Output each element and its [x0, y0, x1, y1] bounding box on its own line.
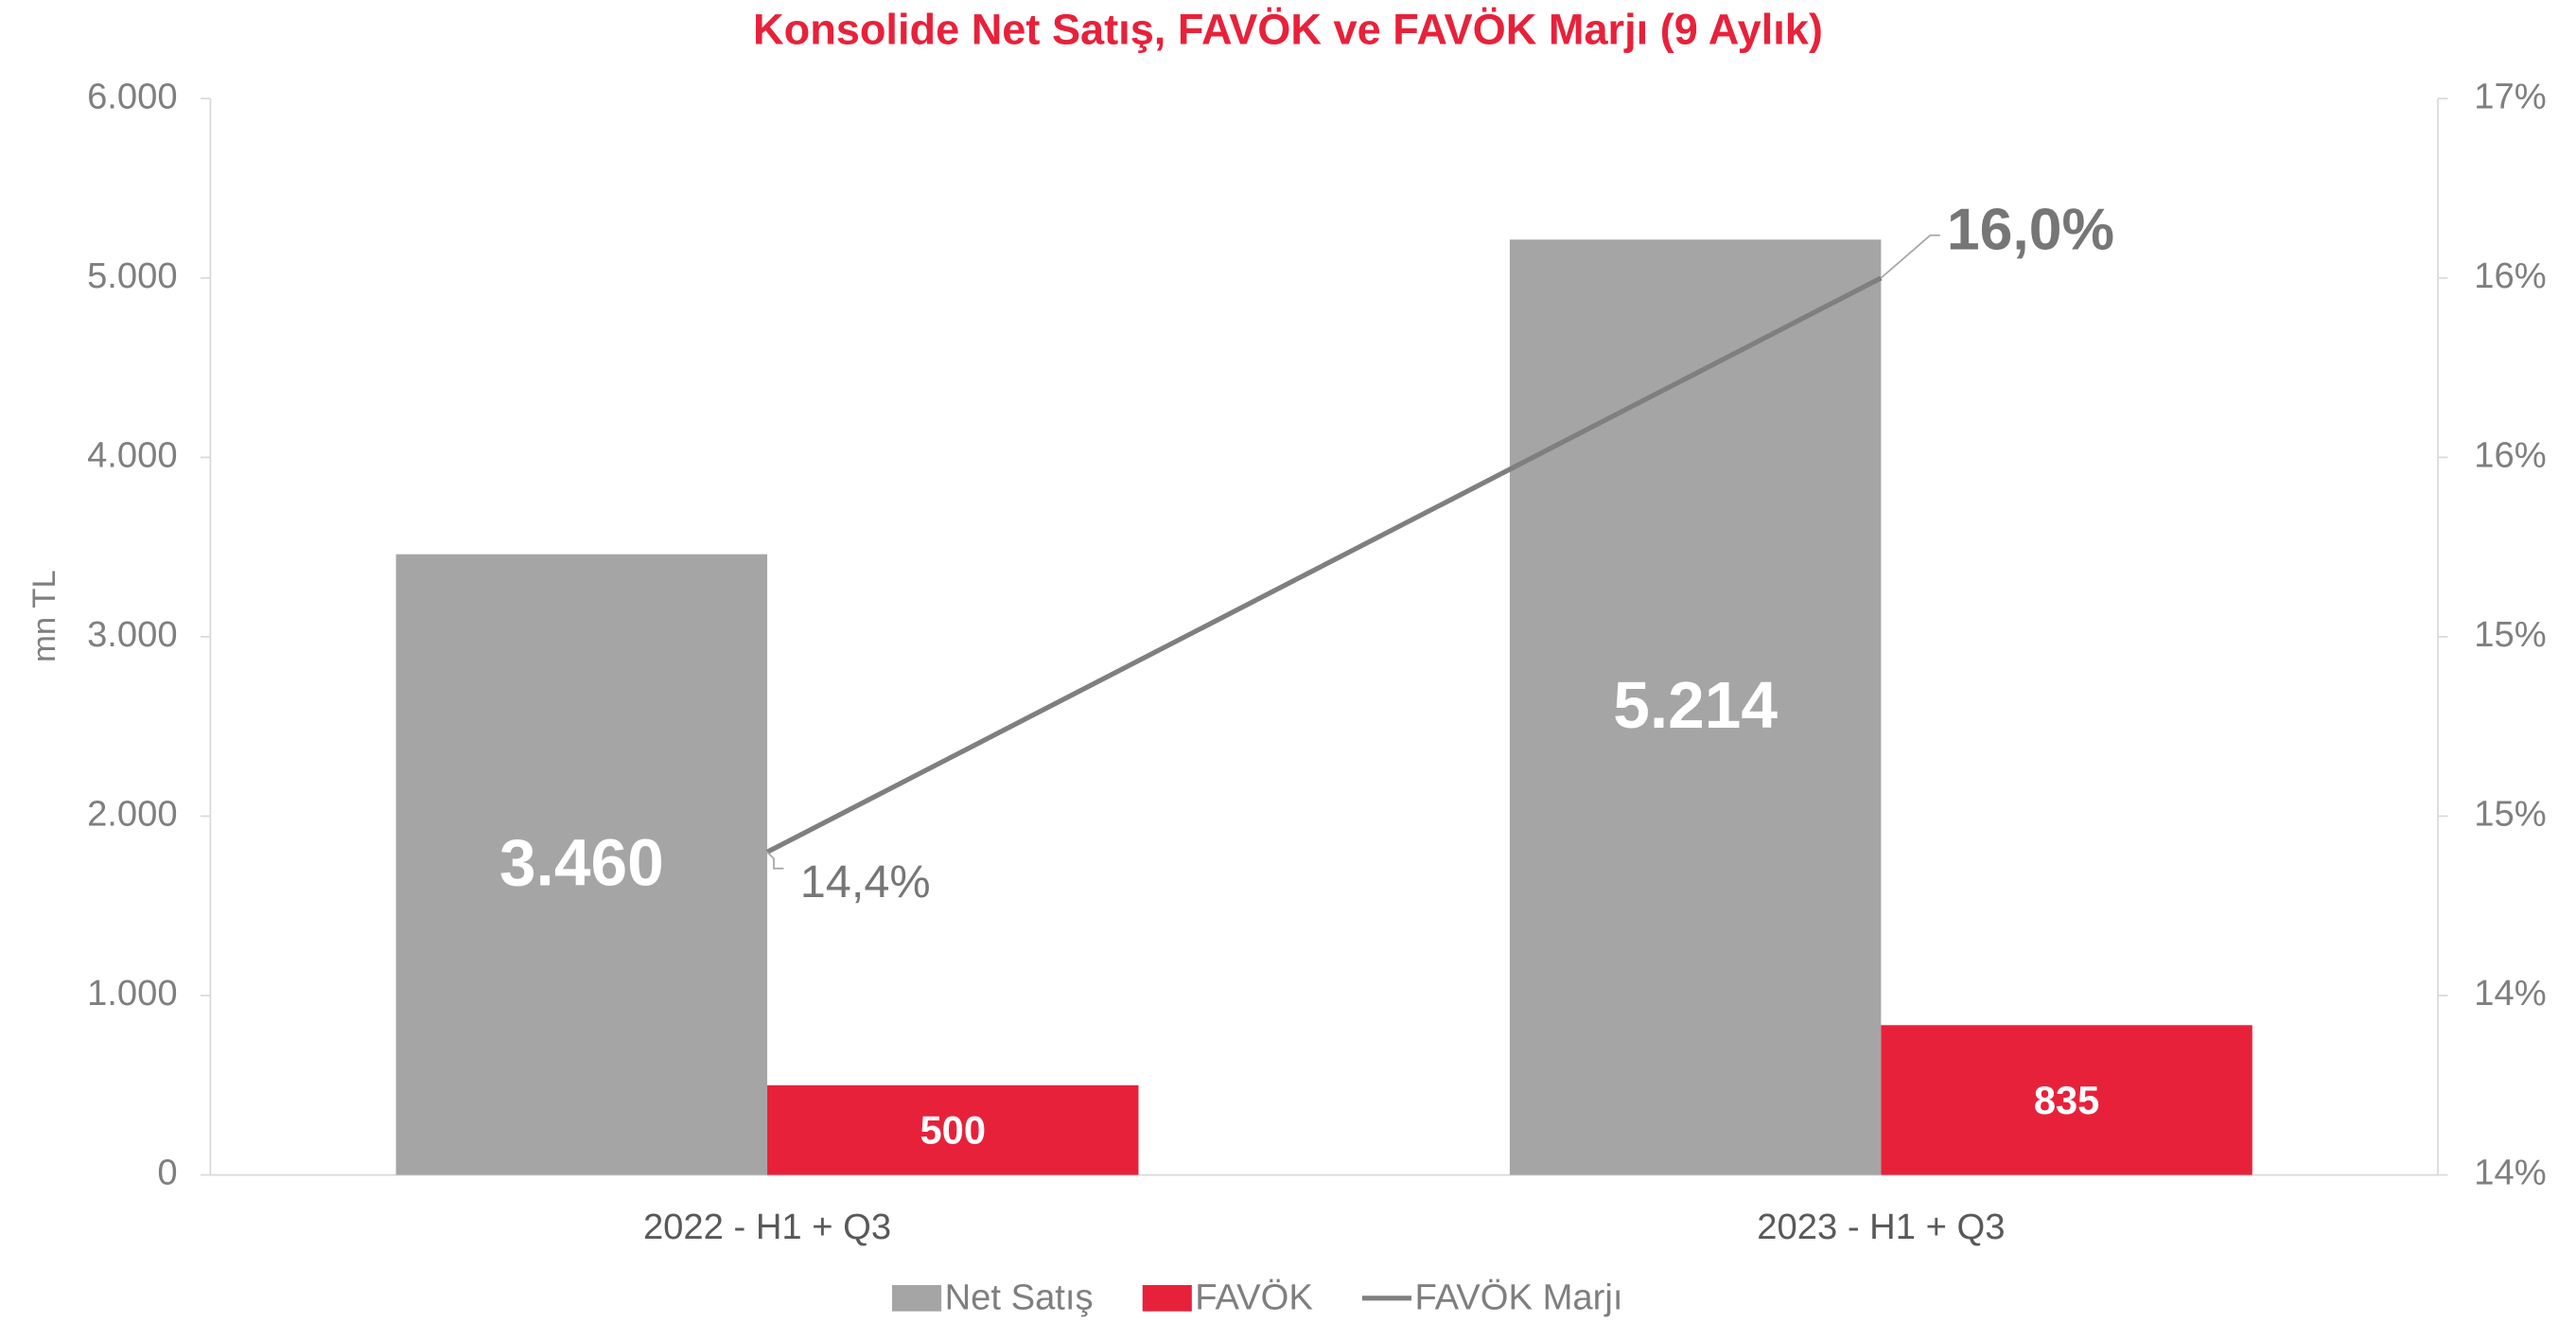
legend-label: FAVÖK: [1195, 1278, 1313, 1318]
legend-swatch: [892, 1284, 942, 1312]
leader-line: [766, 851, 784, 870]
bar-value-label: 835: [2034, 1078, 2100, 1122]
y-tick-label: 4.000: [87, 434, 178, 475]
legend-label: FAVÖK Marjı: [1414, 1278, 1622, 1318]
bar-value-label: 3.460: [499, 825, 664, 899]
legend-swatch: [1142, 1284, 1192, 1312]
bar-value-label: 5.214: [1613, 668, 1778, 742]
y-tick-label: 2.000: [87, 794, 178, 835]
x-tick-label: 2022 - H1 + Q3: [643, 1207, 891, 1247]
y-tick-label: 3.000: [87, 614, 178, 655]
legend-label: Net Satış: [945, 1278, 1094, 1318]
y-axis-label: mn TL: [26, 570, 62, 662]
x-tick-label: 2023 - H1 + Q3: [1757, 1207, 2005, 1247]
line-value-label: 16,0%: [1947, 196, 2114, 262]
y2-tick-label: 17%: [2474, 76, 2546, 116]
y2-tick-label: 16%: [2474, 256, 2546, 296]
y2-tick-label: 15%: [2474, 614, 2546, 655]
bar: [1881, 1025, 2252, 1175]
y2-tick-label: 14%: [2474, 973, 2546, 1014]
y2-tick-label: 15%: [2474, 794, 2546, 835]
y-tick-label: 1.000: [87, 973, 178, 1014]
y-tick-label: 0: [157, 1153, 177, 1193]
bar: [1509, 239, 1882, 1175]
y-tick-label: 6.000: [87, 76, 178, 116]
line-value-label: 14,4%: [800, 856, 931, 908]
bar: [395, 554, 768, 1175]
y-tick-label: 5.000: [87, 256, 178, 296]
y2-tick-label: 14%: [2474, 1153, 2546, 1193]
bar-value-label: 500: [920, 1108, 986, 1153]
chart-title: Konsolide Net Satış, FAVÖK ve FAVÖK Marj…: [753, 6, 1823, 54]
y2-tick-label: 16%: [2474, 434, 2546, 475]
leader-line: [1880, 234, 1940, 279]
line: [765, 275, 1883, 855]
bar: [767, 1084, 1139, 1175]
